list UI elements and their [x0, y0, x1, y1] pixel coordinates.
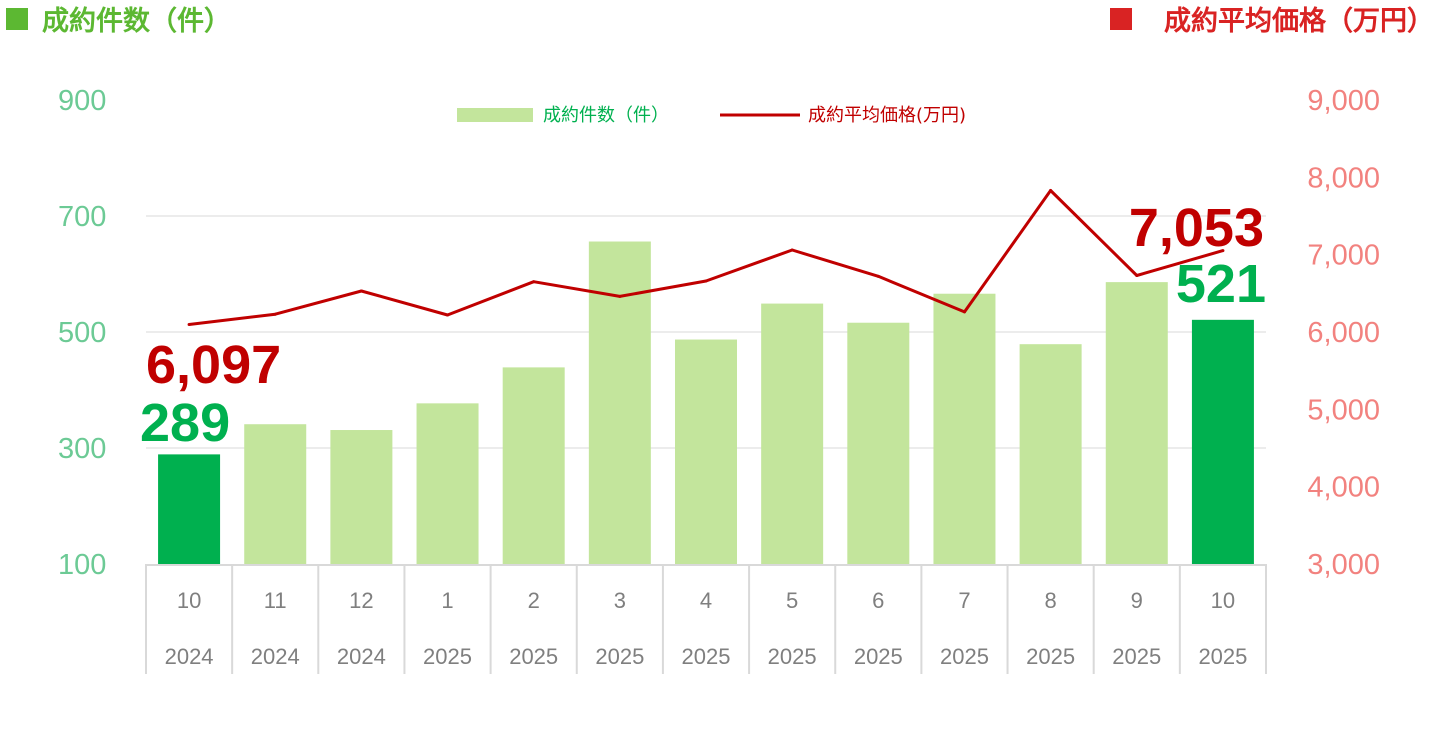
right-tick-label: 7,000	[1307, 240, 1380, 272]
bar	[1191, 319, 1254, 564]
right-tick-label: 3,000	[1307, 549, 1380, 581]
category-year-label: 2025	[1198, 644, 1247, 669]
line-point	[1049, 188, 1053, 192]
bar	[502, 367, 565, 564]
legend-bar-label: 成約件数（件）	[543, 105, 669, 126]
category-month-label: 11	[264, 588, 287, 613]
bar	[1105, 282, 1168, 564]
category-year-label: 2025	[1112, 644, 1161, 669]
category-axis: 10 2024 11 2024 12 2024 1 2025 2 2025 3 2025 4 2025 5 2…	[145, 564, 1267, 674]
category-month-label: 10	[177, 588, 201, 613]
line-point	[704, 279, 708, 283]
line-point	[876, 274, 880, 278]
line-point	[1135, 274, 1139, 278]
category-year-label: 2024	[251, 644, 300, 669]
right-axis-header-swatch	[1110, 8, 1132, 30]
category-year-label: 2025	[768, 644, 817, 669]
line-point	[273, 312, 277, 316]
category-month-label: 7	[958, 588, 970, 613]
legend-line-label: 成約平均価格(万円)	[808, 105, 966, 126]
bar-series	[158, 241, 1254, 564]
category-month-label: 6	[872, 588, 884, 613]
category-year-label: 2024	[337, 644, 386, 669]
category-year-label: 2025	[682, 644, 731, 669]
category-year-label: 2025	[854, 644, 903, 669]
category-month-label: 3	[614, 588, 626, 613]
legend-bar-swatch	[457, 108, 533, 122]
category-month-label: 5	[786, 588, 798, 613]
bar	[244, 424, 307, 564]
right-y-axis: 9,000 8,000 7,000 6,000 5,000 4,000 3,000	[1307, 85, 1380, 581]
right-tick-label: 5,000	[1307, 394, 1380, 426]
line-point	[359, 289, 363, 293]
line-point	[446, 313, 450, 317]
callout-end-price: 7,053	[1129, 198, 1264, 258]
bar	[933, 293, 996, 564]
bar	[158, 454, 221, 564]
category-month-label: 2	[528, 588, 540, 613]
left-tick-label: 700	[58, 201, 106, 233]
line-point	[532, 280, 536, 284]
right-tick-label: 8,000	[1307, 162, 1380, 194]
left-axis-header: 成約件数（件）	[42, 5, 231, 37]
bar	[416, 403, 479, 564]
line-point	[187, 322, 191, 326]
category-year-label: 2025	[940, 644, 989, 669]
category-month-label: 4	[700, 588, 712, 613]
line-series	[187, 188, 1225, 326]
callout-start-price: 6,097	[146, 335, 281, 395]
bar	[761, 303, 824, 564]
category-month-label: 12	[349, 588, 373, 613]
left-tick-label: 500	[58, 317, 106, 349]
category-month-label: 1	[441, 588, 453, 613]
bar	[675, 339, 737, 564]
line-point	[962, 310, 966, 314]
price-line	[188, 189, 1224, 326]
category-year-label: 2025	[423, 644, 472, 669]
right-tick-label: 4,000	[1307, 472, 1380, 504]
left-tick-label: 900	[58, 85, 106, 117]
category-year-label: 2025	[1026, 644, 1075, 669]
left-axis-header-swatch	[6, 8, 28, 30]
callout-start-count: 289	[140, 393, 230, 453]
bar	[588, 241, 651, 564]
bar	[1019, 344, 1082, 564]
left-tick-label: 300	[58, 433, 106, 465]
category-month-label: 9	[1131, 588, 1143, 613]
callout-end-count: 521	[1176, 254, 1266, 314]
category-year-label: 2024	[165, 644, 214, 669]
bar	[847, 322, 910, 564]
right-axis-header: 成約平均価格（万円）	[1164, 5, 1434, 37]
line-point	[1221, 249, 1225, 253]
right-tick-label: 6,000	[1307, 317, 1380, 349]
category-month-label: 8	[1044, 588, 1056, 613]
category-year-label: 2025	[595, 644, 644, 669]
line-point	[618, 294, 622, 298]
category-year-label: 2025	[509, 644, 558, 669]
category-month-label: 10	[1211, 588, 1235, 613]
left-tick-label: 100	[58, 549, 106, 581]
line-point	[790, 248, 794, 252]
left-y-axis: 900 700 500 300 100	[58, 85, 106, 581]
right-tick-label: 9,000	[1307, 85, 1380, 117]
bar	[330, 430, 393, 564]
